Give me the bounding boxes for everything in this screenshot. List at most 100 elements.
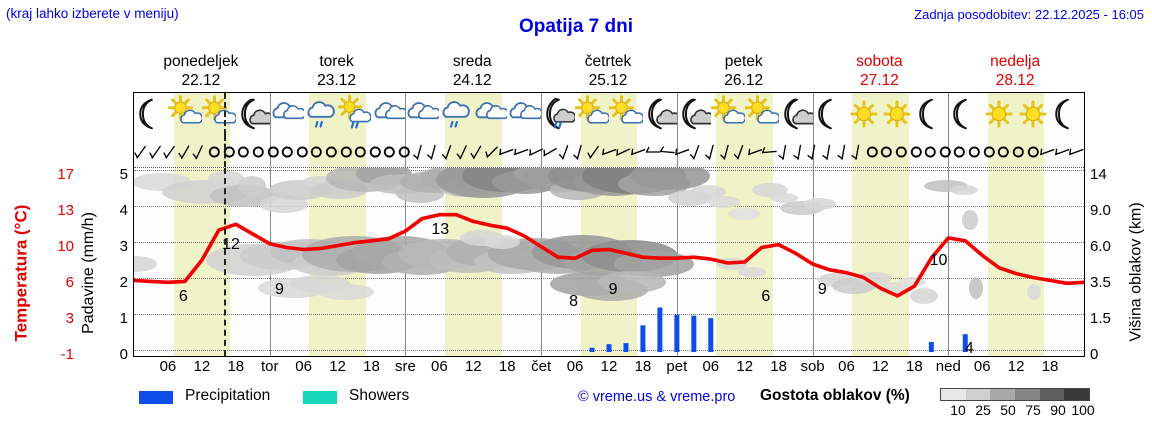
temperature-value-label: 8 [569,293,578,310]
calm-wind-icon [1026,135,1041,168]
x-tick-label: 12 [329,358,346,375]
day-separator [948,93,950,135]
calm-wind-icon [996,135,1011,168]
cloud-icon [473,93,508,135]
cloud-density-tick: 50 [1000,402,1016,418]
cloud-rain-icon [304,93,338,135]
cloudheight-tick: 3.5 [1090,274,1111,291]
cloud-icon [270,93,304,135]
day-separator [948,135,950,167]
temperature-axis-title: Temperatura (°C) [8,178,34,368]
menu-hint-text: (kraj lahko izberete v meniju) [6,6,179,21]
temperature-value-label: 13 [431,220,450,238]
precipitation-tick: 0 [119,346,128,363]
calm-wind-icon [207,135,222,168]
calm-wind-icon [280,135,295,168]
wind-barb-icon [572,135,587,168]
temperature-value-label: 9 [608,281,618,299]
wind-barb-icon [558,135,573,168]
cloudheight-tick: 0 [1090,346,1099,363]
precipitation-bar [691,315,697,352]
wind-barb-icon [792,135,807,168]
day-header-petek: petek 26.12 [676,53,812,90]
wind-barb-icon [601,135,617,168]
showers-legend-swatch [303,391,337,404]
x-axis-tick-labels: 06 12 18 tor 06 12 18 sre 06 12 18 čet 06 12 18 pet 06 12… [133,358,1085,380]
cloud-density-swatch [1039,389,1065,400]
calm-wind-icon [251,135,266,168]
sun-cloud-icon [710,93,745,135]
day-separator [541,135,543,167]
x-tick-label: 18 [770,358,787,375]
day-name: četrtek [584,53,632,70]
cloud-density-tick: 10 [950,402,966,418]
wind-barb-icon [1040,135,1055,168]
precipitation-bar [928,342,934,352]
main-plot-area: 6129138969104312412 [134,168,1084,356]
day-separator [812,168,814,356]
calm-wind-icon [339,135,354,168]
calm-wind-icon [295,135,310,168]
calm-wind-icon [967,135,982,168]
day-date: 25.12 [588,72,628,89]
wind-barb-icon [719,135,734,168]
x-tick-label: 18 [1041,358,1059,375]
cloud-density-swatch [1015,389,1040,400]
precipitation-tick: 4 [119,202,128,219]
wind-barb-icon [543,135,558,168]
x-tick-label: 06 [702,358,720,375]
day-date: 28.12 [995,72,1035,89]
cloud-density-tick: 90 [1050,402,1066,418]
wind-barb-icon [485,135,500,168]
precipitation-tick: 3 [119,238,128,255]
cloud-density-field [134,168,1041,304]
precipitation-bars [589,307,968,352]
last-update-text: Zadnja posodobitev: 22.12.2025 - 16:05 [914,7,1144,22]
day-separator [948,168,950,356]
x-tick-label: pet [666,358,688,375]
wind-barb-icon [514,135,529,168]
sun-cloud-icon [609,93,643,135]
day-separator [405,135,407,167]
temperature-tick: 3 [65,310,74,327]
wind-barb-row [134,135,1084,168]
day-header-strip: ponedeljek 22.12 torek 23.12 sreda 24.12 četrt… [133,53,1085,91]
sun-cloud-icon [744,93,779,135]
wind-barb-icon [762,135,778,168]
temperature-value-label: 9 [817,281,827,299]
day-name: sreda [452,53,492,70]
x-tick-label: 06 [431,358,448,375]
cloud-icon [405,93,440,135]
day-name: sobota [856,53,903,70]
calm-wind-icon [397,135,412,168]
day-name: nedelja [990,53,1041,70]
copyright-text: © vreme.us & vreme.pro [578,389,736,405]
sun-icon [880,93,914,135]
wind-barb-icon [499,135,514,168]
day-separator [676,135,678,167]
cloudheight-tick: 1.5 [1090,310,1111,327]
day-name: ponedeljek [163,53,239,70]
x-tick-label: 06 [159,358,177,375]
cloud-density-legend-title: Gostota oblakov (%) [760,387,910,404]
sun-cloud-icon [201,93,236,135]
precipitation-axis-title: Padavine (mm/h) [76,175,102,370]
precipitation-bar [674,314,680,352]
precipitation-legend-label: Precipitation [185,387,271,404]
x-tick-label: tor [260,358,279,375]
wind-barb-icon [412,135,427,168]
day-header-sreda: sreda 24.12 [404,53,540,90]
cloud-icon [507,93,542,135]
daylight-band [987,168,1045,356]
wind-barb-icon [616,135,631,168]
day-date: 23.12 [317,72,356,89]
calm-wind-icon [865,135,880,168]
wind-barb-icon [836,135,851,168]
x-tick-label: 18 [906,358,923,375]
calm-wind-icon [309,135,324,168]
calm-wind-icon [324,135,339,168]
wind-barb-icon [777,135,792,168]
calm-wind-icon [368,135,383,168]
daylight-band [173,135,231,167]
day-separator [676,93,678,135]
